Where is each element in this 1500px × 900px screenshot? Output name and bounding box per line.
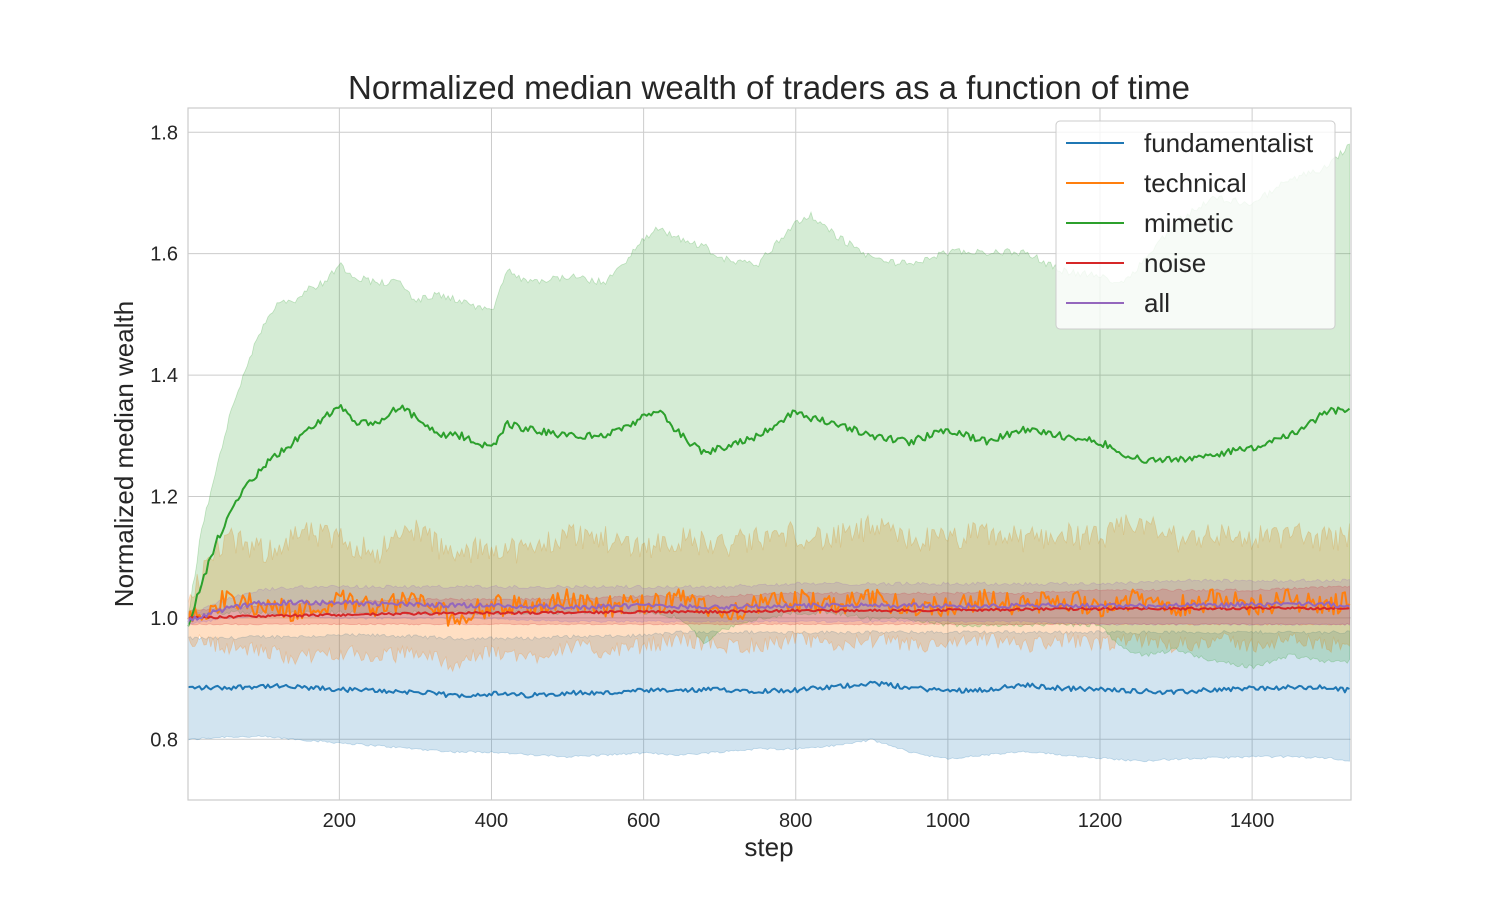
chart-title: Normalized median wealth of traders as a…: [348, 69, 1190, 106]
y-axis-title: Normalized median wealth: [109, 301, 139, 607]
x-tick-label: 1200: [1078, 810, 1123, 832]
x-tick-label: 800: [779, 810, 812, 832]
legend-label-mimetic: mimetic: [1144, 208, 1234, 238]
plot-frame: [187, 107, 1352, 801]
line-fundamentalist: [187, 680, 1350, 699]
band-fundamentalist: [187, 629, 1350, 763]
y-tick-label: 1.0: [150, 608, 178, 630]
legend-box: [1055, 120, 1336, 330]
legend-label-all: all: [1144, 288, 1170, 318]
tick-labels: 200 400 600 800 1000 1200 1400 0.8 1.0 1.2 1.4 1.6 1…: [150, 122, 1274, 832]
y-tick-label: 1.4: [150, 365, 178, 387]
legend: fundamentalist technical mimetic noise all: [1055, 120, 1336, 330]
series-lines: [187, 404, 1351, 699]
line-mimetic: [187, 404, 1351, 627]
x-tick-label: 1400: [1230, 810, 1275, 832]
line-noise: [187, 606, 1350, 620]
x-tick-label: 400: [475, 810, 508, 832]
legend-label-noise: noise: [1144, 248, 1206, 278]
line-technical: [187, 588, 1351, 627]
x-axis-title: step: [744, 832, 793, 862]
line-all: [187, 599, 1350, 623]
x-tick-label: 1000: [926, 810, 971, 832]
legend-label-fundamentalist: fundamentalist: [1144, 128, 1314, 158]
y-tick-label: 1.2: [150, 486, 178, 508]
band-technical: [187, 514, 1350, 673]
y-tick-label: 1.8: [150, 122, 178, 144]
x-tick-label: 200: [323, 810, 356, 832]
y-tick-label: 0.8: [150, 729, 178, 751]
y-tick-label: 1.6: [150, 244, 178, 266]
legend-label-technical: technical: [1144, 168, 1247, 198]
x-tick-label: 600: [627, 810, 660, 832]
